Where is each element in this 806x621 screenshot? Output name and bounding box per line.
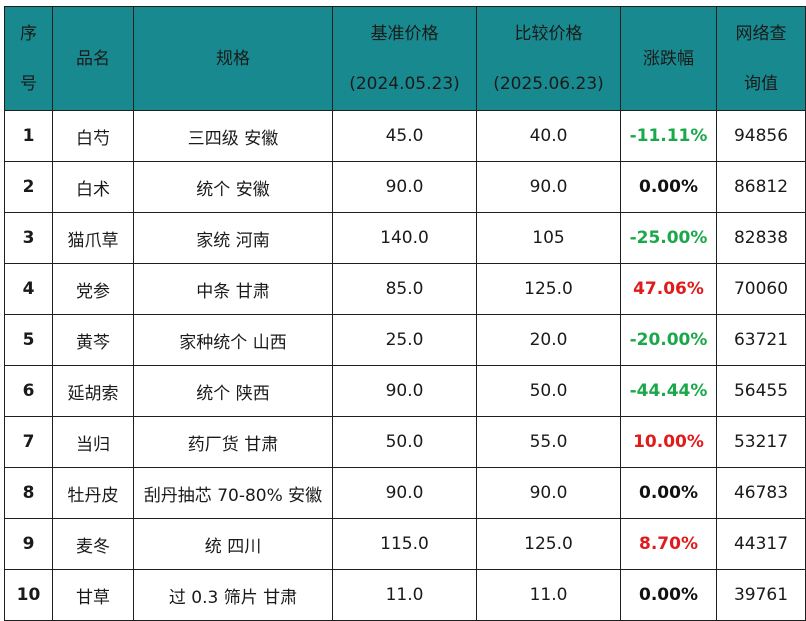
row-index: 9 (4, 518, 53, 570)
row-base-price: 25.0 (332, 314, 477, 366)
row-name: 黄芩 (52, 314, 134, 366)
table-row: 7 当归 药厂货 甘肃 50.0 55.0 10.00% 53217 (4, 416, 806, 468)
row-index: 5 (4, 314, 53, 366)
row-change: 0.00% (620, 161, 717, 213)
row-base-price: 90.0 (332, 365, 477, 417)
row-name: 延胡索 (52, 365, 134, 417)
row-index: 4 (4, 263, 53, 315)
row-compare-price: 50.0 (476, 365, 621, 417)
table-row: 8 牡丹皮 刮丹抽芯 70-80% 安徽 90.0 90.0 0.00% 467… (4, 467, 806, 519)
row-change: 47.06% (620, 263, 717, 315)
header-row: 序 号 品名 规格 基准价格 (2024.05.23) 比较价格 (2025.0… (4, 6, 806, 111)
table-row: 1 白芍 三四级 安徽 45.0 40.0 -11.11% 94856 (4, 110, 806, 162)
row-change: -44.44% (620, 365, 717, 417)
row-views: 44317 (716, 518, 806, 570)
row-index: 7 (4, 416, 53, 468)
row-views: 70060 (716, 263, 806, 315)
row-spec: 家种统个 山西 (133, 314, 333, 366)
header-spec: 规格 (133, 6, 333, 111)
header-base-price-label: 基准价格 (370, 23, 439, 44)
header-index-line2: 号 (20, 73, 37, 94)
header-compare-price: 比较价格 (2025.06.23) (476, 6, 621, 111)
row-index: 3 (4, 212, 53, 264)
row-base-price: 90.0 (332, 467, 477, 519)
row-views: 86812 (716, 161, 806, 213)
header-compare-price-date: (2025.06.23) (493, 73, 604, 94)
row-compare-price: 11.0 (476, 569, 621, 621)
row-name: 牡丹皮 (52, 467, 134, 519)
table-row: 3 猫爪草 家统 河南 140.0 105 -25.00% 82838 (4, 212, 806, 264)
price-change-table: 序 号 品名 规格 基准价格 (2024.05.23) 比较价格 (2025.0… (4, 6, 806, 621)
table-body: 1 白芍 三四级 安徽 45.0 40.0 -11.11% 94856 2 白术… (4, 110, 806, 621)
row-spec: 刮丹抽芯 70-80% 安徽 (133, 467, 333, 519)
row-index: 10 (4, 569, 53, 621)
row-compare-price: 90.0 (476, 161, 621, 213)
row-spec: 统个 安徽 (133, 161, 333, 213)
header-views-line1: 网络查 (735, 23, 787, 44)
row-compare-price: 105 (476, 212, 621, 264)
row-spec: 药厂货 甘肃 (133, 416, 333, 468)
row-spec: 过 0.3 筛片 甘肃 (133, 569, 333, 621)
row-index: 6 (4, 365, 53, 417)
row-change: -20.00% (620, 314, 717, 366)
row-name: 麦冬 (52, 518, 134, 570)
row-base-price: 11.0 (332, 569, 477, 621)
row-index: 2 (4, 161, 53, 213)
row-views: 56455 (716, 365, 806, 417)
header-change: 涨跌幅 (620, 6, 717, 111)
header-base-price-date: (2024.05.23) (349, 73, 460, 94)
header-base-price: 基准价格 (2024.05.23) (332, 6, 477, 111)
row-views: 39761 (716, 569, 806, 621)
row-base-price: 140.0 (332, 212, 477, 264)
row-views: 94856 (716, 110, 806, 162)
row-name: 白术 (52, 161, 134, 213)
row-views: 82838 (716, 212, 806, 264)
row-spec: 三四级 安徽 (133, 110, 333, 162)
row-name: 白芍 (52, 110, 134, 162)
row-base-price: 50.0 (332, 416, 477, 468)
row-index: 8 (4, 467, 53, 519)
row-compare-price: 125.0 (476, 263, 621, 315)
row-views: 63721 (716, 314, 806, 366)
table-row: 6 延胡索 统个 陕西 90.0 50.0 -44.44% 56455 (4, 365, 806, 417)
table-row: 4 党参 中条 甘肃 85.0 125.0 47.06% 70060 (4, 263, 806, 315)
row-name: 当归 (52, 416, 134, 468)
row-spec: 中条 甘肃 (133, 263, 333, 315)
row-change: -11.11% (620, 110, 717, 162)
row-compare-price: 20.0 (476, 314, 621, 366)
row-base-price: 45.0 (332, 110, 477, 162)
row-base-price: 115.0 (332, 518, 477, 570)
row-compare-price: 40.0 (476, 110, 621, 162)
table-row: 5 黄芩 家种统个 山西 25.0 20.0 -20.00% 63721 (4, 314, 806, 366)
row-base-price: 85.0 (332, 263, 477, 315)
row-compare-price: 125.0 (476, 518, 621, 570)
row-change: 8.70% (620, 518, 717, 570)
row-name: 猫爪草 (52, 212, 134, 264)
header-views: 网络查 询值 (716, 6, 806, 111)
header-index-line1: 序 (20, 23, 37, 44)
row-base-price: 90.0 (332, 161, 477, 213)
header-name: 品名 (52, 6, 134, 111)
row-change: 0.00% (620, 569, 717, 621)
header-index: 序 号 (4, 6, 53, 111)
row-change: 10.00% (620, 416, 717, 468)
row-spec: 统 四川 (133, 518, 333, 570)
row-views: 53217 (716, 416, 806, 468)
row-index: 1 (4, 110, 53, 162)
header-views-line2: 询值 (744, 73, 778, 94)
row-change: 0.00% (620, 467, 717, 519)
table-row: 10 甘草 过 0.3 筛片 甘肃 11.0 11.0 0.00% 39761 (4, 569, 806, 621)
row-compare-price: 55.0 (476, 416, 621, 468)
header-compare-price-label: 比较价格 (514, 23, 583, 44)
row-spec: 家统 河南 (133, 212, 333, 264)
row-change: -25.00% (620, 212, 717, 264)
row-name: 党参 (52, 263, 134, 315)
table-row: 9 麦冬 统 四川 115.0 125.0 8.70% 44317 (4, 518, 806, 570)
row-name: 甘草 (52, 569, 134, 621)
table-row: 2 白术 统个 安徽 90.0 90.0 0.00% 86812 (4, 161, 806, 213)
row-views: 46783 (716, 467, 806, 519)
row-spec: 统个 陕西 (133, 365, 333, 417)
row-compare-price: 90.0 (476, 467, 621, 519)
